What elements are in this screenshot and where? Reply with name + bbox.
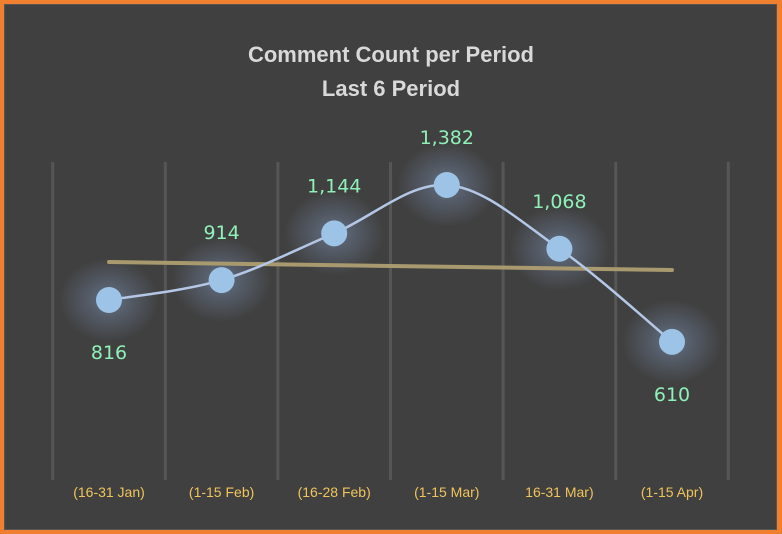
data-label: 1,068: [532, 191, 586, 213]
chart-subtitle: Last 6 Period: [322, 76, 460, 101]
data-label: 1,382: [420, 127, 474, 149]
data-label: 816: [91, 342, 127, 364]
data-label: 610: [654, 384, 690, 406]
data-point: [321, 220, 348, 247]
trendline: [107, 260, 674, 272]
data-point: [659, 328, 685, 355]
x-tick-label: (1-15 Feb): [189, 484, 254, 500]
x-tick-label: 16-31 Mar): [525, 484, 593, 500]
x-tick-label: (1-15 Apr): [641, 484, 703, 500]
x-tick-label: (1-15 Mar): [414, 484, 479, 500]
data-label: 1,144: [307, 175, 361, 197]
data-point: [208, 267, 235, 294]
data-point: [433, 171, 460, 198]
data-point: [96, 287, 122, 313]
data-point: [546, 235, 573, 262]
x-tick-label: (16-28 Feb): [298, 484, 371, 500]
data-label: 914: [203, 222, 239, 244]
chart-title: Comment Count per Period: [248, 42, 534, 67]
x-tick-label: (16-31 Jan): [73, 484, 145, 500]
